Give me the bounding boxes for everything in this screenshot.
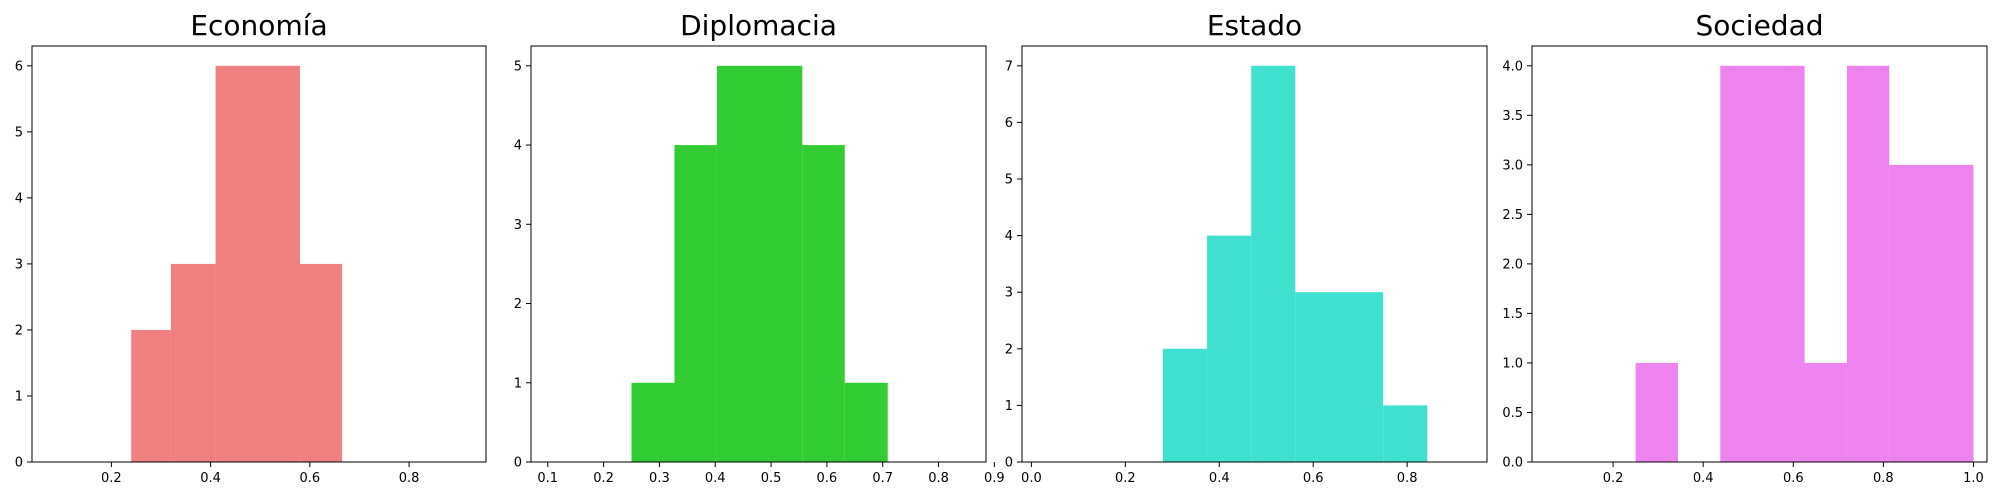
y-tick-label: 2.5 (1502, 208, 1523, 223)
y-tick-label: 3 (15, 257, 23, 272)
x-tick-label: 0.7 (872, 471, 893, 486)
subplot-title: Diplomacia (680, 9, 837, 42)
x-tick-label: 0.4 (1693, 471, 1714, 486)
histogram-bar (716, 65, 803, 462)
histogram-bar (1251, 65, 1296, 462)
axes-frame (1531, 45, 1988, 463)
subplot-2: 0.1 0.2 0.3 0.4 0.5 0.6 0.7 0.8 0.9 0 1 2 3 4 5 Diploma… (514, 9, 1005, 486)
histogram-bar (1720, 65, 1805, 462)
x-tick-label: 0.8 (399, 471, 420, 486)
y-tick-label: 2 (1005, 342, 1013, 357)
histogram-bar (299, 263, 343, 462)
x-tick-label: 0.5 (761, 471, 782, 486)
x-tick-label: 0.3 (649, 471, 670, 486)
axes-frame (1021, 45, 1488, 463)
x-tick-label: 0.6 (817, 471, 838, 486)
histogram-bar (1846, 65, 1890, 462)
subplot-1: 0.2 0.4 0.6 0.8 0 1 2 3 4 5 6 Economía (15, 9, 487, 486)
x-tick-label: 0.0 (1021, 471, 1042, 486)
histogram-bar (215, 65, 300, 462)
subplot-4: 0.2 0.4 0.6 0.8 1.0 0.0 0.5 1.0 1.5 2.0 2.5 3.0 3.5 4… (1502, 9, 1988, 486)
x-tick-label: 0.4 (200, 471, 221, 486)
x-tick-label: 0.2 (101, 471, 122, 486)
y-tick-label: 1 (514, 376, 522, 391)
histogram-bar (131, 329, 171, 462)
y-tick-label: 4 (514, 139, 522, 154)
subplot-title: Sociedad (1695, 9, 1823, 42)
y-tick-label: 1 (1005, 399, 1013, 414)
x-tick-label: 0.8 (1397, 471, 1418, 486)
histogram-bar (1295, 292, 1384, 462)
x-tick-label: 0.6 (1783, 471, 1804, 486)
histogram-bar (674, 145, 717, 463)
x-tick-label: 0.4 (705, 471, 726, 486)
histogram-bar (1635, 362, 1678, 462)
x-tick-label: 0.2 (1603, 471, 1624, 486)
x-tick-label: 0.1 (537, 471, 558, 486)
y-tick-label: 7 (1005, 59, 1013, 74)
histogram-bar (631, 382, 675, 462)
x-tick-label: 0.8 (928, 471, 949, 486)
y-tick-label: 0.0 (1502, 456, 1523, 471)
y-tick-label: 2 (15, 323, 23, 338)
y-tick-label: 6 (1005, 116, 1013, 131)
y-tick-label: 5 (514, 59, 522, 74)
x-tick-label: 0.4 (1209, 471, 1230, 486)
histogram-bar (802, 145, 845, 463)
axes-frame (31, 45, 487, 463)
y-tick-label: 1.5 (1502, 307, 1523, 322)
axes-frame (530, 45, 987, 463)
histogram-bar (170, 263, 216, 462)
y-tick-label: 0.5 (1502, 406, 1523, 421)
y-tick-label: 0 (514, 456, 522, 471)
y-tick-label: 4.0 (1502, 59, 1523, 74)
y-tick-label: 3 (514, 218, 522, 233)
y-tick-label: 1.0 (1502, 356, 1523, 371)
y-tick-label: 0 (1005, 456, 1013, 471)
histogram-bar (1804, 362, 1847, 462)
y-tick-label: 3.0 (1502, 158, 1523, 173)
histogram-bar (1162, 348, 1208, 462)
y-tick-label: 4 (15, 191, 23, 206)
x-tick-label: 0.6 (300, 471, 321, 486)
y-tick-label: 6 (15, 59, 23, 74)
y-tick-label: 1 (15, 389, 23, 404)
y-tick-label: 2.0 (1502, 257, 1523, 272)
histogram-bar (844, 382, 888, 462)
x-tick-label: 0.2 (1115, 471, 1136, 486)
subplot-title: Economía (190, 9, 327, 42)
y-tick-label: 3 (1005, 286, 1013, 301)
y-tick-label: 2 (514, 297, 522, 312)
x-tick-label: 0.6 (1303, 471, 1324, 486)
y-tick-label: 3.5 (1502, 109, 1523, 124)
histogram-bar (1207, 235, 1252, 462)
y-tick-label: 0 (15, 456, 23, 471)
x-tick-label: 0.2 (593, 471, 614, 486)
subplot-3: 0.0 0.2 0.4 0.6 0.8 0 1 2 3 4 5 6 7 Estado (1005, 9, 1488, 486)
subplot-title: Estado (1207, 9, 1302, 42)
x-tick-label: 0.9 (984, 471, 1005, 486)
histogram-bar (1889, 164, 1974, 463)
x-tick-label: 0.8 (1873, 471, 1894, 486)
y-tick-label: 4 (1005, 229, 1013, 244)
histogram-bar (1383, 405, 1428, 462)
y-tick-label: 5 (1005, 173, 1013, 188)
y-tick-label: 5 (15, 125, 23, 140)
x-tick-label: 1.0 (1963, 471, 1984, 486)
